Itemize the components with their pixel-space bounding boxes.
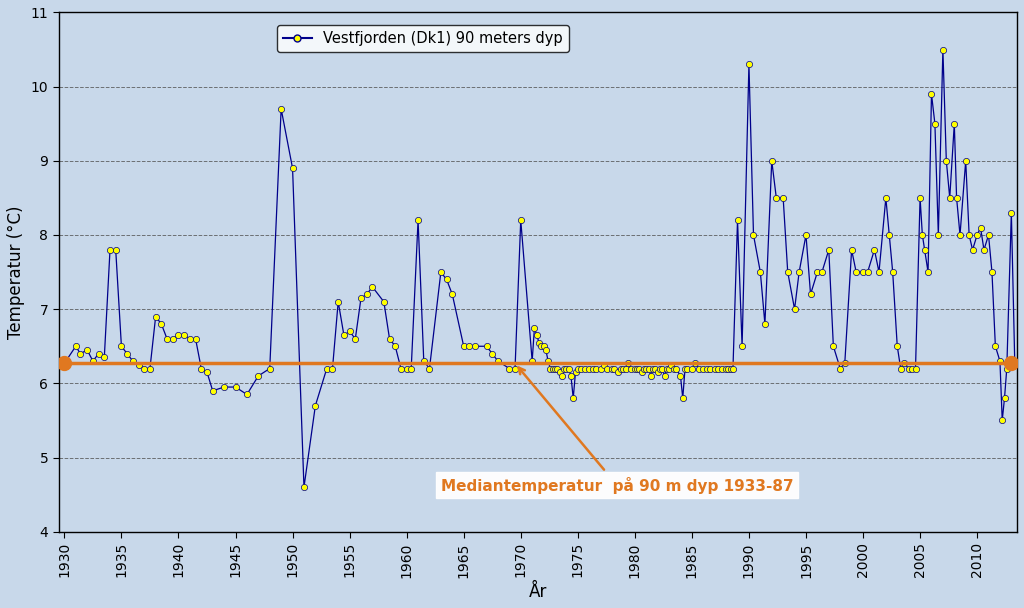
Y-axis label: Temperatur (°C): Temperatur (°C) bbox=[7, 206, 25, 339]
X-axis label: År: År bbox=[528, 583, 547, 601]
Legend: Vestfjorden (Dk1) 90 meters dyp: Vestfjorden (Dk1) 90 meters dyp bbox=[276, 25, 569, 52]
Text: Mediantemperatur  på 90 m dyp 1933-87: Mediantemperatur på 90 m dyp 1933-87 bbox=[441, 368, 794, 494]
